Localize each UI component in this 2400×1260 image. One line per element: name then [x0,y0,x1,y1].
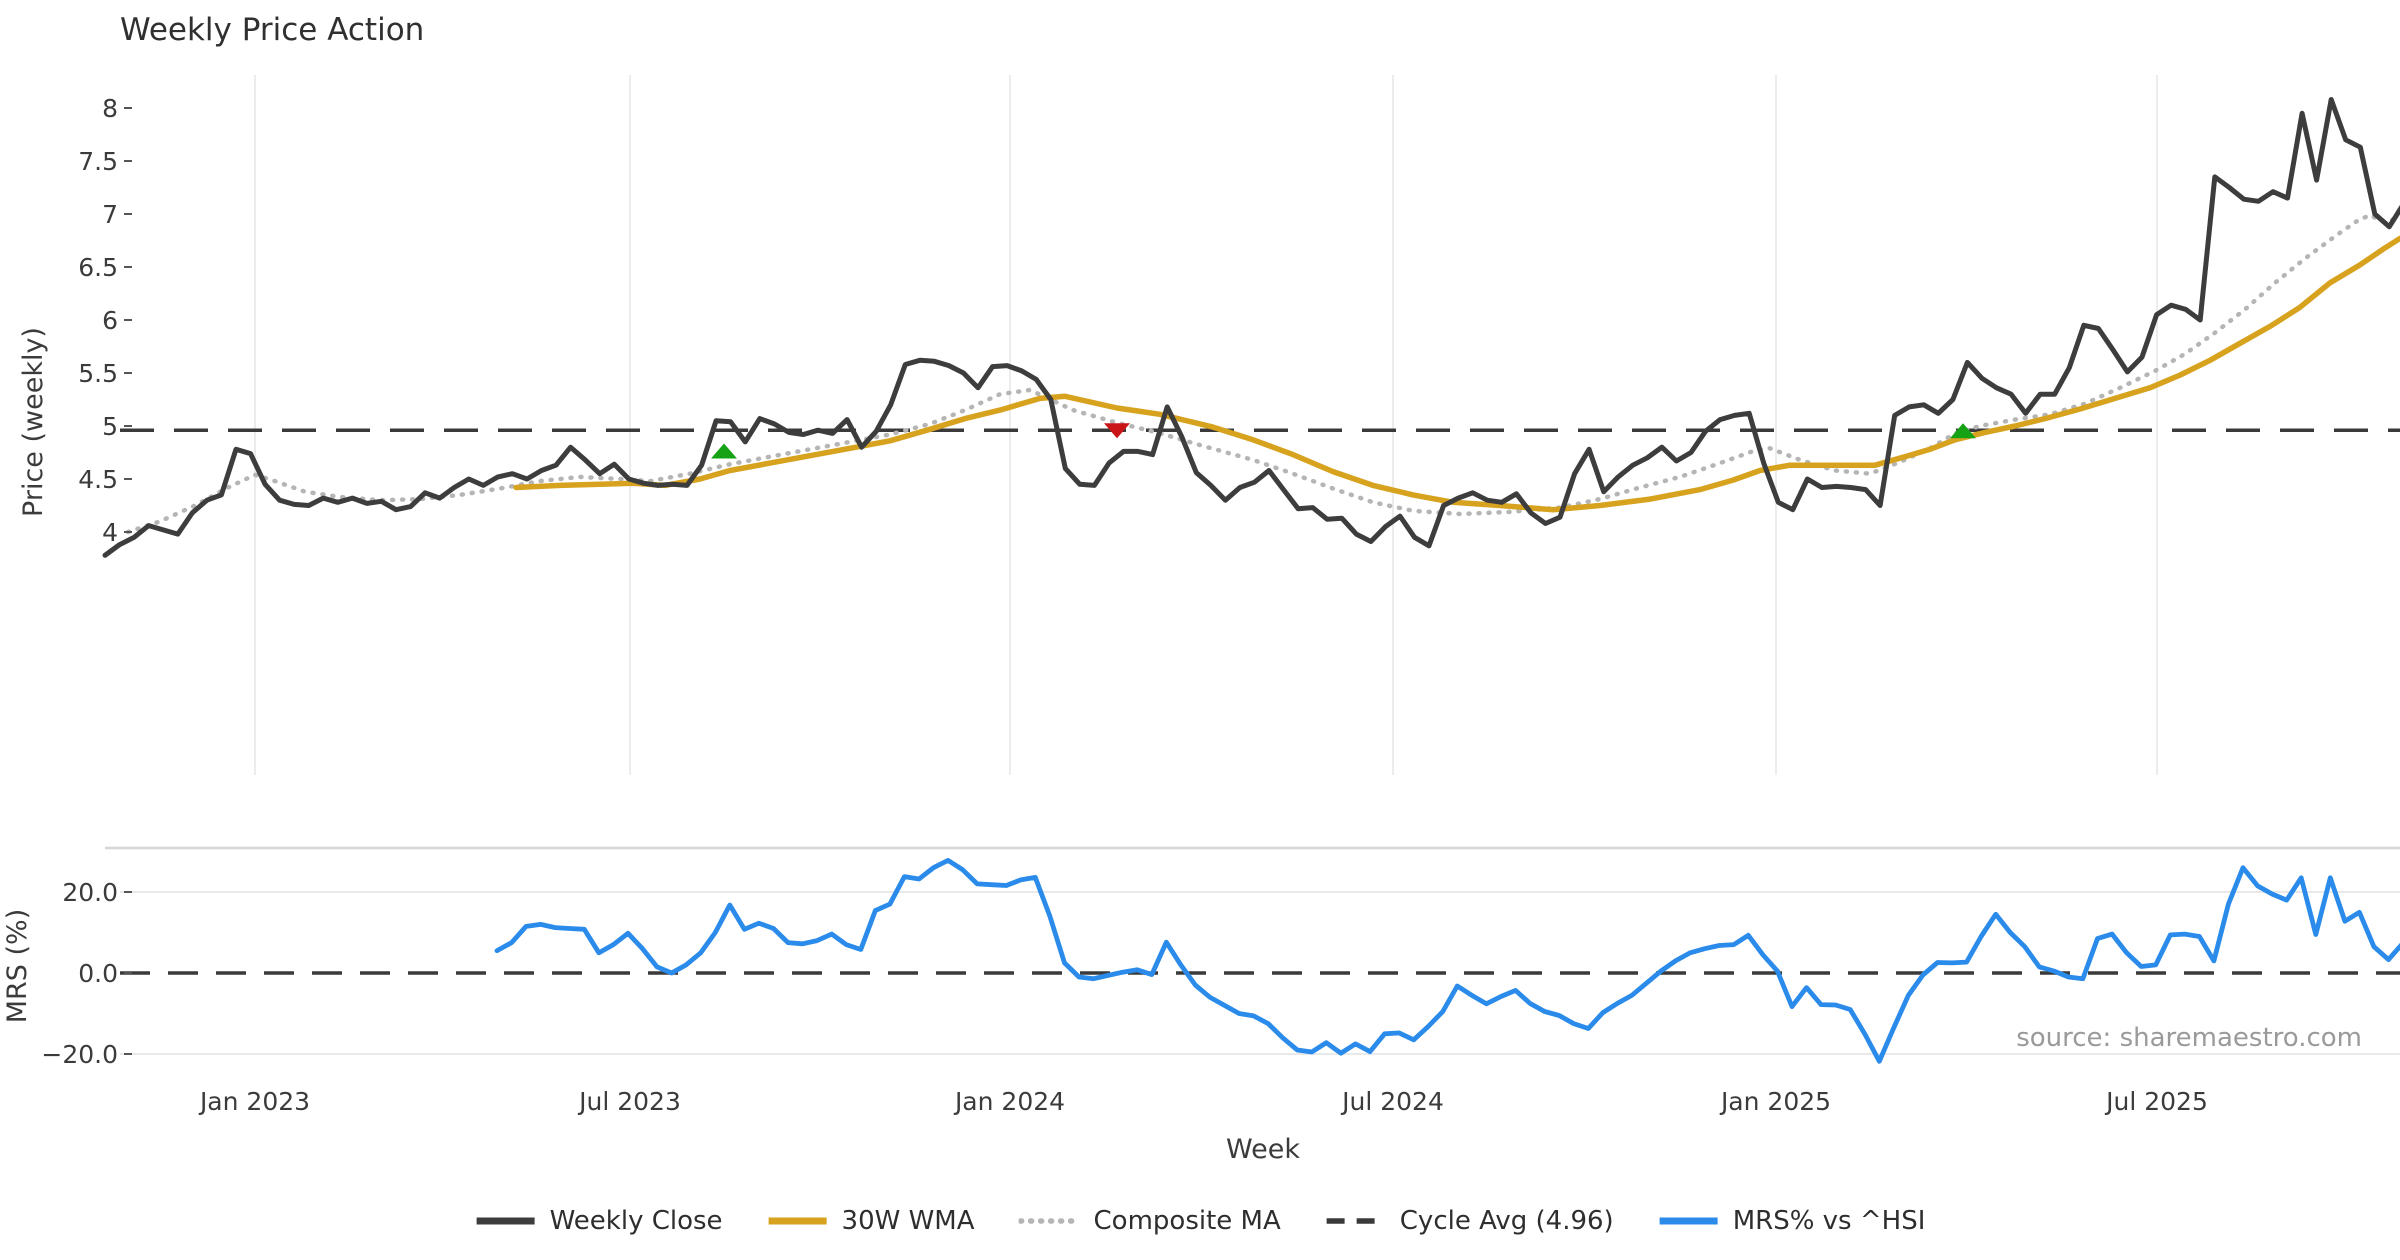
buy-signal-marker [711,443,737,459]
legend-label: Weekly Close [549,1206,723,1236]
price-axis-label: Price (weekly) [18,327,49,517]
mrs-line [494,858,2400,1064]
legend-swatch-dashed [1326,1218,1385,1224]
x-axis-label: Week [1226,1134,1300,1165]
mrs-tick-label: −20.0 [41,1040,118,1069]
x-tick-label: Jan 2024 [953,1087,1065,1116]
data-lines [102,97,2400,1064]
wma-line [513,235,2400,513]
legend-item: MRS% vs ^HSI [1658,1206,1926,1236]
weekly-close-line [102,97,2400,558]
legend-label: Cycle Avg (4.96) [1399,1206,1614,1236]
chart-legend: Weekly Close 30W WMA Composite MA Cycle Avg… [475,1206,1926,1236]
price-tick-label: 7.5 [78,147,118,176]
mrs-tick-label: 20.0 [62,878,118,907]
legend-label: Composite MA [1093,1206,1281,1236]
legend-label: 30W WMA [841,1206,975,1236]
legend-label: MRS% vs ^HSI [1732,1206,1926,1236]
x-tick-label: Jan 2025 [1719,1087,1831,1116]
price-tick-label: 5 [102,412,118,441]
mrs-axis-label: MRS (%) [2,909,33,1024]
legend-item: Composite MA [1018,1206,1281,1236]
x-tick-label: Jul 2025 [2104,1087,2208,1116]
legend-swatch-dotted [1018,1218,1081,1224]
sell-signal-marker [1104,423,1130,439]
legend-swatch-solid [1659,1217,1718,1225]
legend-swatch-solid [476,1217,535,1225]
chart-title: Weekly Price Action [120,12,424,48]
legend-item: Cycle Avg (4.96) [1325,1206,1614,1236]
mrs-tick-label: 0.0 [78,959,118,988]
price-tick-label: 4 [102,518,118,547]
legend-swatch-solid [768,1217,827,1225]
price-tick-label: 4.5 [78,465,118,494]
tick-labels: Jan 2023 Jul 2023 Jan 2024 Jul 2024 Jan 2025… [41,94,2207,1116]
price-tick-label: 6.5 [78,253,118,282]
x-tick-label: Jul 2024 [1340,1087,1444,1116]
x-tick-label: Jul 2023 [577,1087,681,1116]
price-tick-label: 6 [102,306,118,335]
price-tick-label: 5.5 [78,359,118,388]
composite-ma-line [125,212,2400,535]
price-tick-label: 7 [102,200,118,229]
gridlines [105,75,2400,1055]
x-tick-label: Jan 2023 [198,1087,310,1116]
signal-markers [711,423,1976,459]
source-credit: source: sharemaestro.com [2016,1023,2362,1053]
legend-item: Weekly Close [475,1206,723,1236]
legend-item: 30W WMA [767,1206,975,1236]
price-tick-label: 8 [102,94,118,123]
buy-signal-marker [1950,423,1976,439]
